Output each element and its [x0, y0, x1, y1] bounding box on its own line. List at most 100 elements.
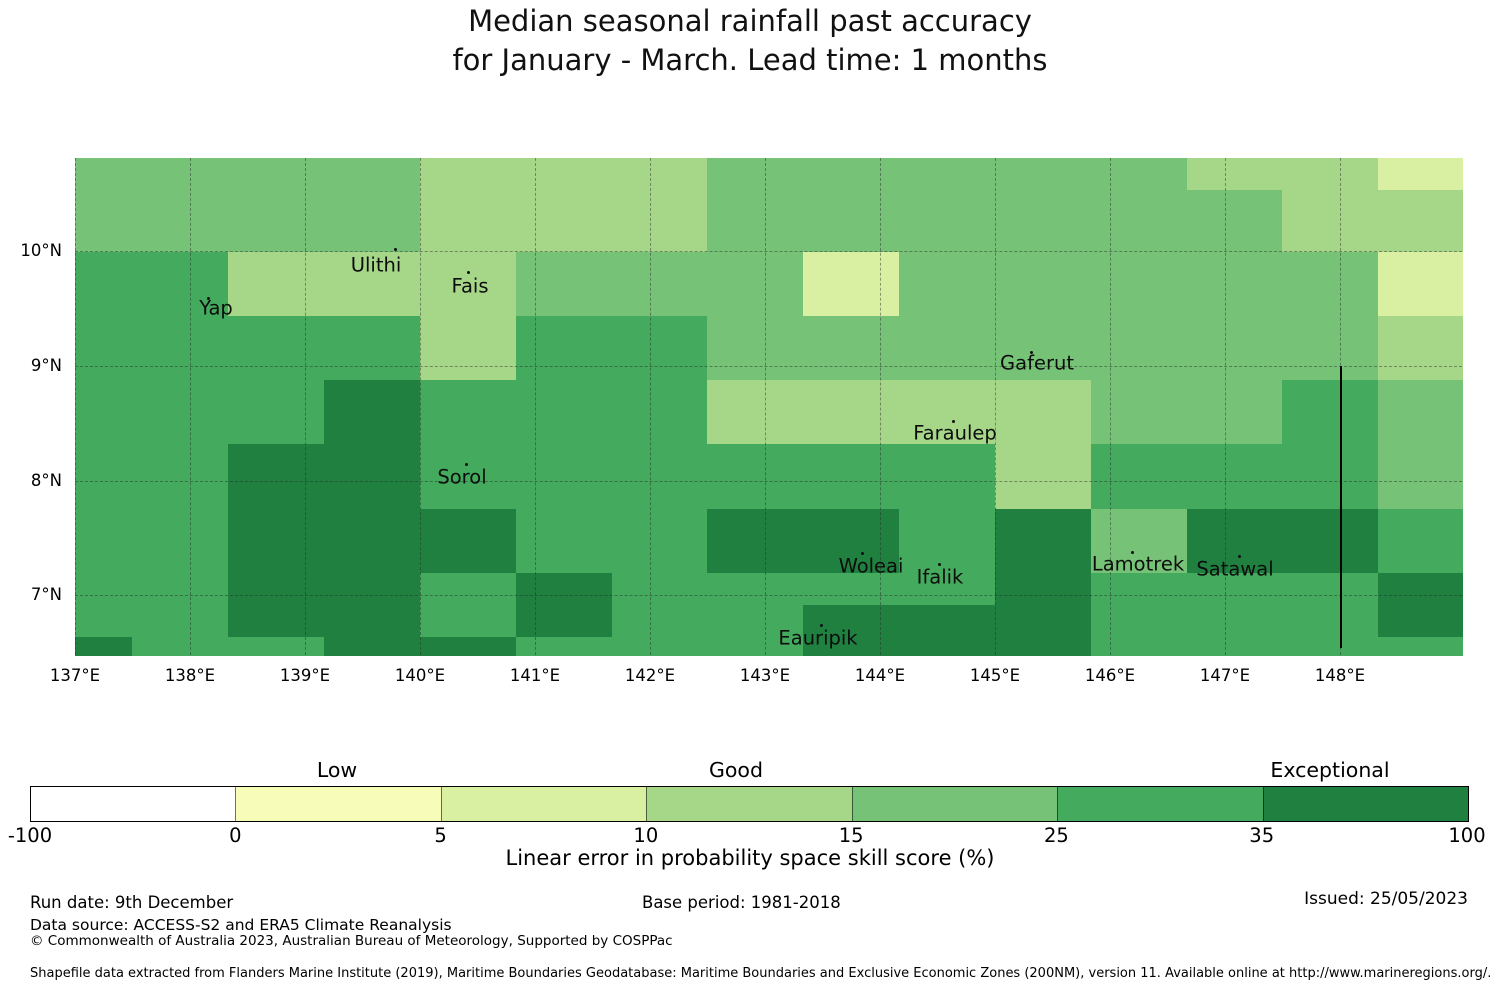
- map-cell: [516, 573, 613, 606]
- map-cell: [1091, 509, 1188, 574]
- map-cell: [707, 444, 804, 510]
- colorbar-category-label: Low: [316, 758, 358, 782]
- map-cell: [1282, 380, 1379, 445]
- map-cell: [228, 509, 325, 574]
- map-cell: [1378, 509, 1463, 574]
- colorbar-segment: [1057, 787, 1263, 821]
- map-cell: [612, 637, 708, 656]
- colorbar-segment: [440, 787, 647, 821]
- latitude-gridline: [75, 481, 1462, 482]
- map-cell: [803, 509, 900, 574]
- map-cell: [75, 252, 133, 317]
- island-label: Gaferut: [1000, 351, 1074, 375]
- longitude-gridline: [765, 158, 766, 655]
- map-cell: [803, 316, 900, 381]
- island-label: Ulithi: [350, 253, 402, 277]
- issued-text: Issued: 25/05/2023: [1304, 889, 1468, 909]
- map-cell: [420, 190, 517, 253]
- map-cell: [803, 573, 900, 606]
- x-tick-label: 148°E: [1314, 666, 1366, 685]
- colorbar-segment: [31, 787, 236, 821]
- chart-title: Median seasonal rainfall past accuracy f…: [0, 2, 1500, 80]
- map-cell: [132, 316, 229, 381]
- island-label: Yap: [199, 296, 233, 320]
- colorbar-category-label: Exceptional: [1270, 758, 1390, 782]
- map-cell: [228, 637, 325, 656]
- colorbar: [30, 786, 1469, 822]
- x-tick-label: 138°E: [164, 666, 216, 685]
- map-cell: [1187, 380, 1283, 445]
- map-cell: [1378, 380, 1463, 445]
- map-cell: [516, 509, 613, 574]
- island-marker-dot: [467, 271, 470, 274]
- map-cell: [228, 158, 325, 191]
- chart-title-line1: Median seasonal rainfall past accuracy: [468, 4, 1032, 38]
- map-cell: [132, 252, 229, 317]
- map-cell: [324, 190, 421, 253]
- map-cell: [516, 380, 613, 445]
- map-cell: [803, 444, 900, 510]
- map-cell: [228, 190, 325, 253]
- colorbar-segment: [1262, 787, 1468, 821]
- map-cell: [1187, 573, 1283, 606]
- map-cell: [132, 444, 229, 510]
- map-cell: [75, 605, 133, 638]
- longitude-gridline: [1225, 158, 1226, 655]
- longitude-gridline: [75, 158, 76, 655]
- map-cell: [803, 637, 900, 656]
- map-cell: [228, 316, 325, 381]
- map-cell: [1091, 316, 1188, 381]
- map-cell: [1091, 573, 1188, 606]
- map-cell: [995, 316, 1092, 381]
- longitude-gridline: [535, 158, 536, 655]
- island-marker-dot: [952, 420, 955, 423]
- map-cell: [132, 158, 229, 191]
- map-cell: [899, 190, 996, 253]
- data-source-text: Data source: ACCESS-S2 and ERA5 Climate …: [30, 916, 452, 934]
- map-cell: [420, 573, 517, 606]
- map-cell: [132, 509, 229, 574]
- map-cell: [1282, 158, 1379, 191]
- map-cell: [612, 316, 708, 381]
- map-cell: [995, 158, 1092, 191]
- map-cell: [612, 190, 708, 253]
- island-marker-dot: [394, 248, 397, 251]
- map-cell: [707, 637, 804, 656]
- map-cell: [420, 637, 517, 656]
- map-cell: [1091, 252, 1188, 317]
- x-tick-label: 143°E: [739, 666, 791, 685]
- map-cell: [707, 605, 804, 638]
- map-cell: [516, 637, 613, 656]
- map-cell: [1282, 605, 1379, 638]
- island-marker-dot: [1131, 551, 1134, 554]
- map-cell: [132, 637, 229, 656]
- map-cell: [995, 380, 1092, 445]
- map-cell: [228, 252, 325, 317]
- map-cell: [612, 605, 708, 638]
- map-cell: [803, 252, 900, 317]
- map-cell: [75, 637, 133, 656]
- island-label: Lamotrek: [1091, 552, 1185, 576]
- map-cell: [228, 380, 325, 445]
- island-label: Sorol: [437, 465, 487, 489]
- latitude-gridline: [75, 251, 1462, 252]
- colorbar-tick-label: 15: [838, 824, 864, 847]
- map-cell: [899, 444, 996, 510]
- island-marker-dot: [938, 563, 941, 566]
- island-marker-dot: [820, 624, 823, 627]
- map-cell: [228, 573, 325, 606]
- colorbar-tick-label: 10: [633, 824, 659, 847]
- map-cell: [1187, 316, 1283, 381]
- run-date-text: Run date: 9th December: [30, 893, 234, 912]
- map-cell: [1187, 444, 1283, 510]
- map-cell: [75, 573, 133, 606]
- map-cell: [1091, 158, 1188, 191]
- map-cell: [803, 158, 900, 191]
- map-cell: [1187, 637, 1283, 656]
- map-cell: [612, 444, 708, 510]
- map-cell: [324, 509, 421, 574]
- map-cell: [995, 444, 1092, 510]
- map-cell: [75, 380, 133, 445]
- map-cell: [1091, 190, 1188, 253]
